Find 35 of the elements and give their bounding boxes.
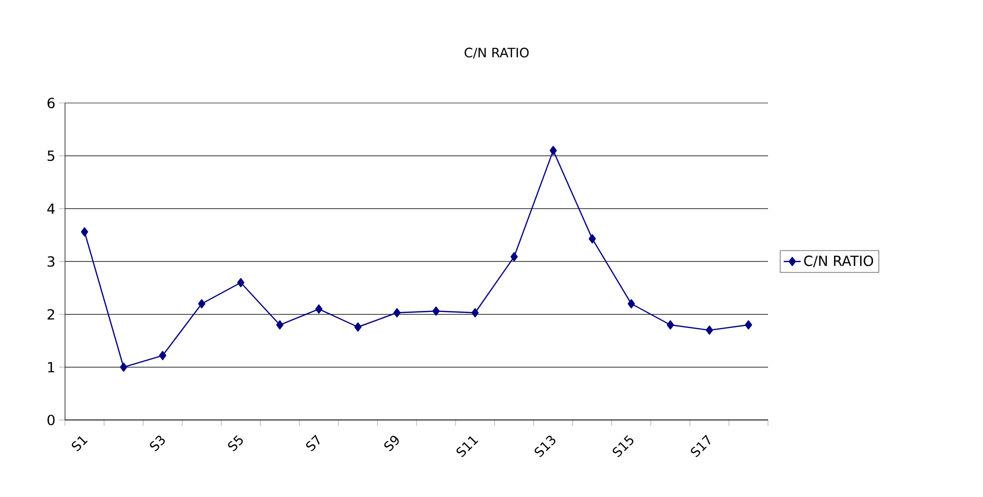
x-tick-label: S1 (72, 436, 88, 452)
x-tick-label: S3 (150, 436, 165, 452)
y-tick-label: 0 (48, 414, 55, 426)
point (744, 320, 752, 330)
chart-title: C/N RATIO (464, 48, 529, 58)
point (666, 320, 674, 330)
y-tick-label: 5 (48, 150, 54, 162)
point (276, 320, 284, 330)
point (588, 234, 596, 244)
point (237, 278, 244, 288)
point (393, 308, 401, 318)
y-tick-label: 2 (48, 309, 54, 320)
point (550, 146, 557, 156)
x-tick-label: S5 (228, 435, 243, 452)
x-tick-label: S11 (456, 436, 478, 458)
point (510, 252, 518, 262)
legend-label: C/N RATIO (804, 256, 874, 268)
x-tick-label: S9 (384, 436, 399, 452)
point (628, 299, 635, 308)
point (706, 326, 714, 335)
point (432, 306, 440, 316)
y-tick-label: 4 (47, 204, 55, 214)
point (315, 304, 322, 314)
x-tick-label: S13 (534, 436, 556, 458)
point (471, 308, 479, 318)
point (198, 299, 206, 308)
point (354, 322, 362, 332)
x-tick-label: S7 (306, 434, 320, 452)
point (159, 350, 166, 360)
y-tick-label: 6 (48, 98, 55, 108)
x-tick-label: S15 (612, 435, 634, 458)
y-tick-label: 3 (48, 256, 54, 267)
point (120, 362, 128, 372)
y-tick-label: 1 (48, 362, 54, 372)
point (80, 227, 88, 236)
